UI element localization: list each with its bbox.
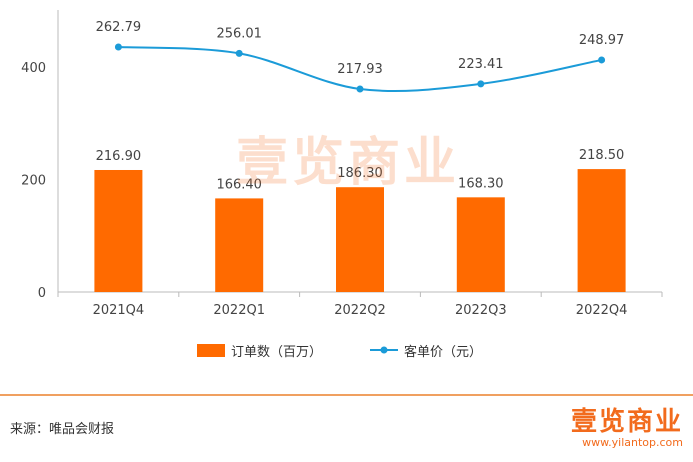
bar-series: 216.90 166.40 186.30 168.30 218.50 xyxy=(94,148,626,292)
x-tick-label: 2021Q4 xyxy=(93,303,145,318)
y-tick-label: 0 xyxy=(38,286,46,301)
bar xyxy=(577,169,626,292)
x-tick-label: 2022Q1 xyxy=(213,303,265,318)
chart-legend: 订单数（百万） 客单价（元） xyxy=(197,344,482,360)
brand-url: www.yilantop.com xyxy=(582,436,683,449)
bar-data-label: 216.90 xyxy=(96,149,142,164)
x-tick-label: 2022Q3 xyxy=(455,303,507,318)
line-point xyxy=(477,80,485,88)
line-point xyxy=(114,43,122,51)
watermark-logo: 壹览商业 xyxy=(236,133,461,193)
line-data-label: 256.01 xyxy=(216,26,262,41)
brand-logo: 壹览商业 www.yilantop.com xyxy=(571,408,683,450)
bar-data-label: 218.50 xyxy=(579,148,625,163)
line-data-label: 248.97 xyxy=(579,33,625,48)
footer-divider xyxy=(0,394,693,396)
legend-bar-label: 订单数（百万） xyxy=(231,345,322,360)
legend-bar-swatch xyxy=(197,344,225,357)
line-data-label: 223.41 xyxy=(458,57,504,72)
bar-data-label: 168.30 xyxy=(458,176,504,191)
source-text: 来源：唯品会财报 xyxy=(10,422,115,437)
bar-data-label: 166.40 xyxy=(216,177,262,192)
line-point xyxy=(356,85,364,93)
bar xyxy=(336,187,384,292)
legend-line-label: 客单价（元） xyxy=(404,344,482,360)
y-tick-label: 400 xyxy=(21,61,46,76)
line-point xyxy=(598,56,606,64)
legend-line-marker xyxy=(380,346,388,354)
line-series: 262.79 256.01 217.93 223.41 248.97 xyxy=(96,20,625,93)
line-point xyxy=(235,49,243,57)
bar xyxy=(94,169,143,292)
bar xyxy=(215,198,264,292)
y-tick-label: 200 xyxy=(21,174,46,189)
bar xyxy=(456,197,505,292)
x-tick-label: 2022Q4 xyxy=(576,303,628,318)
brand-logo-text: 壹览商业 xyxy=(570,407,683,437)
chart-axes: 0 200 400 2021Q4 2022Q1 2022Q2 2022Q3 2022Q4 xyxy=(21,10,663,318)
line-data-label: 217.93 xyxy=(337,62,383,77)
combo-chart: 0 200 400 2021Q4 2022Q1 2022Q2 2022Q3 2022Q4 21… xyxy=(21,10,663,360)
line-data-label: 262.79 xyxy=(96,20,142,35)
bar-data-label: 186.30 xyxy=(337,166,383,181)
x-tick-label: 2022Q2 xyxy=(334,303,386,318)
